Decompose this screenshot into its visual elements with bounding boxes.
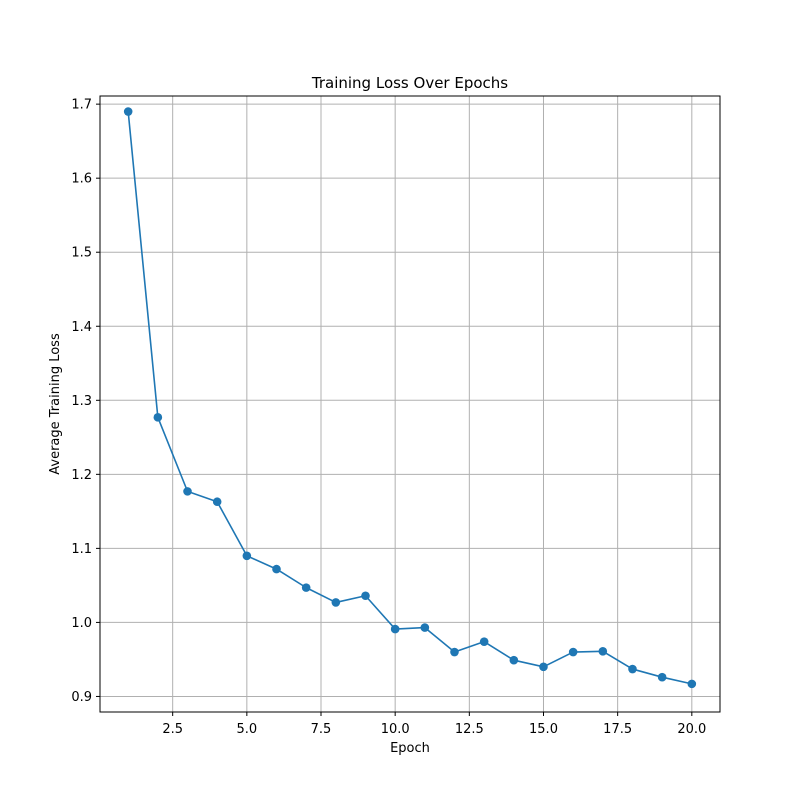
series-layer	[123, 107, 697, 689]
x-tick-label: 7.5	[311, 722, 332, 737]
x-tick-label: 2.5	[162, 722, 183, 737]
data-point	[509, 655, 519, 665]
y-tick-label: 1.7	[71, 98, 92, 113]
grid	[100, 96, 720, 712]
x-tick-label: 20.0	[677, 722, 706, 737]
x-tick-label: 15.0	[529, 722, 558, 737]
data-point	[153, 413, 163, 422]
data-point	[598, 646, 608, 656]
data-point	[123, 107, 133, 116]
data-point	[657, 672, 667, 682]
x-tick-label: 5.0	[236, 722, 257, 737]
y-tick-label: 1.2	[71, 468, 92, 483]
data-point	[361, 591, 370, 601]
x-tick-label: 10.0	[381, 722, 410, 737]
data-point	[331, 598, 341, 607]
y-tick-label: 1.3	[71, 394, 92, 409]
data-point	[272, 564, 281, 574]
data-point	[212, 497, 222, 507]
y-tick-label: 1.1	[71, 542, 92, 557]
chart-title: Training Loss Over Epochs	[311, 74, 508, 92]
y-tick-label: 1.6	[71, 172, 92, 187]
data-point	[420, 623, 430, 632]
plot-frame	[99, 95, 721, 713]
y-tick-label: 1.0	[71, 616, 92, 631]
data-point	[568, 647, 578, 657]
x-tick-label: 17.5	[603, 722, 632, 737]
data-point	[390, 624, 400, 634]
x-tick-label: 12.5	[455, 722, 484, 737]
data-point	[450, 647, 459, 657]
data-point	[628, 664, 637, 674]
x-axis-label: Epoch	[390, 741, 430, 756]
y-axis-label: Average Training Loss	[48, 333, 63, 475]
data-point	[479, 637, 489, 646]
y-tick-label: 1.4	[71, 320, 92, 335]
axis-ticks: 2.5 5.0 7.5 10.0 12.5 15.0 17.5 20.0 0.9 1.0 1.1 1.…	[71, 98, 706, 737]
y-tick-label: 0.9	[71, 690, 92, 705]
data-point	[687, 679, 697, 689]
data-point	[539, 662, 548, 672]
series-line	[127, 111, 692, 685]
data-point	[242, 551, 252, 561]
data-point	[301, 583, 311, 592]
y-tick-label: 1.5	[71, 246, 92, 261]
data-point	[183, 487, 192, 496]
